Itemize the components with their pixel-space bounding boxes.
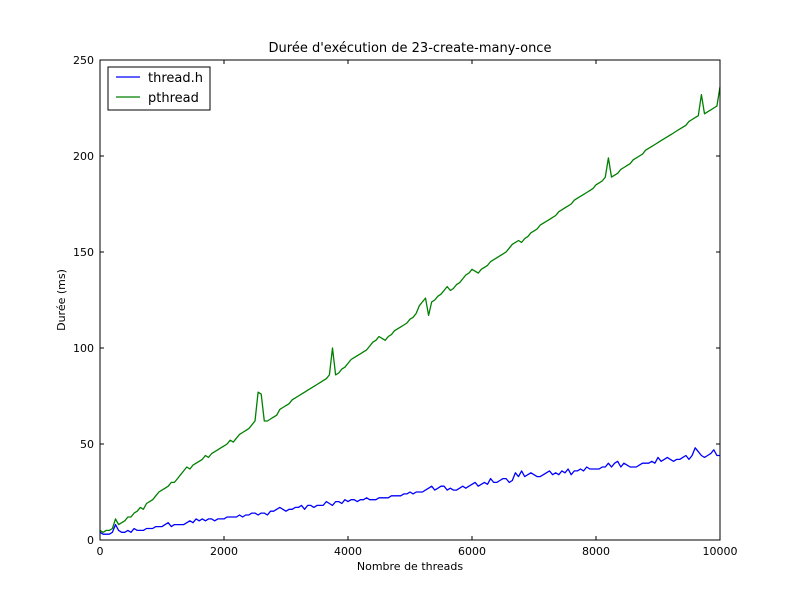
- plot-frame: [99, 59, 721, 541]
- chart-title: Durée d'exécution de 23-create-many-once: [269, 41, 552, 56]
- legend-label-thread-h: thread.h: [148, 71, 203, 86]
- legend-label-pthread: pthread: [148, 91, 199, 106]
- y-tick-label: 0: [87, 534, 94, 547]
- x-tick-label: 8000: [582, 545, 610, 558]
- y-tick-label: 100: [73, 342, 94, 355]
- x-tick-label: 6000: [458, 545, 486, 558]
- x-tick-label: 0: [97, 545, 104, 558]
- y-tick-label: 50: [80, 438, 94, 451]
- x-tick-label: 2000: [210, 545, 238, 558]
- x-tick-label: 10000: [703, 545, 738, 558]
- y-axis-label: Durée (ms): [55, 269, 68, 331]
- series-line-pthread: [99, 86, 721, 533]
- y-tick-label: 250: [73, 54, 94, 67]
- plot-area: [99, 86, 721, 535]
- x-axis-label: Nombre de threads: [357, 560, 464, 573]
- y-tick-label: 200: [73, 150, 94, 163]
- x-tick-label: 4000: [334, 545, 362, 558]
- y-tick-label: 150: [73, 246, 94, 259]
- axis-ticks: 0 2000 4000 6000 8000 10000 0 50 100 150 200 250: [73, 54, 738, 558]
- legend: thread.h pthread: [107, 66, 211, 111]
- legend-box: [107, 66, 211, 111]
- series-line-thread-h: [99, 447, 720, 535]
